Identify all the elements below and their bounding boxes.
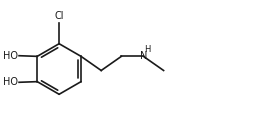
- Text: Cl: Cl: [54, 11, 64, 21]
- Text: N: N: [140, 51, 147, 61]
- Text: H: H: [144, 45, 151, 54]
- Text: HO: HO: [3, 77, 18, 87]
- Text: HO: HO: [3, 51, 18, 61]
